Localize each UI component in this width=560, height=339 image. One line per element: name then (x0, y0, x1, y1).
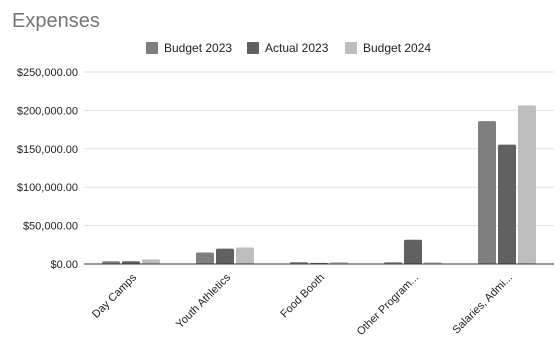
y-tick-label: $50,000.00 (23, 221, 78, 233)
bar-budget-2024 (236, 247, 254, 264)
y-axis: $0.00 $50,000.00 $100,000.00 $150,000.00 $20… (17, 67, 78, 271)
bar-budget-2023 (102, 261, 120, 264)
bar-actual-2023 (122, 261, 140, 264)
legend-swatch (247, 42, 259, 54)
bar-actual-2023 (404, 239, 422, 264)
bars (102, 105, 536, 265)
legend-label: Budget 2024 (363, 41, 431, 55)
x-tick-label: Other Program... (355, 272, 421, 338)
x-axis: Day Camps Youth Athletics Food Booth Other … (84, 263, 554, 338)
bar-budget-2024 (142, 259, 160, 264)
legend: Budget 2023 Actual 2023 Budget 2024 (146, 41, 431, 55)
x-tick-label: Food Booth (278, 272, 327, 321)
y-tick-label: $150,000.00 (17, 144, 78, 156)
bar-actual-2023 (498, 144, 516, 264)
legend-label: Actual 2023 (265, 41, 329, 55)
legend-label: Budget 2023 (164, 41, 232, 55)
gridlines (84, 71, 554, 227)
y-tick-label: $0.00 (50, 259, 78, 271)
x-tick-label: Youth Athletics (174, 271, 234, 331)
legend-swatch (345, 42, 357, 54)
y-tick-label: $100,000.00 (17, 182, 78, 194)
x-tick-label: Day Camps (90, 271, 139, 320)
bar-budget-2023 (478, 121, 496, 264)
x-tick-label: Salaries, Admi... (450, 272, 515, 337)
bar-budget-2023 (196, 252, 214, 264)
bar-budget-2024 (518, 105, 536, 265)
chart-title: Expenses (12, 10, 100, 32)
y-tick-label: $250,000.00 (17, 67, 78, 79)
y-tick-label: $200,000.00 (17, 105, 78, 117)
bar-actual-2023 (216, 248, 234, 264)
legend-swatch (146, 42, 158, 54)
